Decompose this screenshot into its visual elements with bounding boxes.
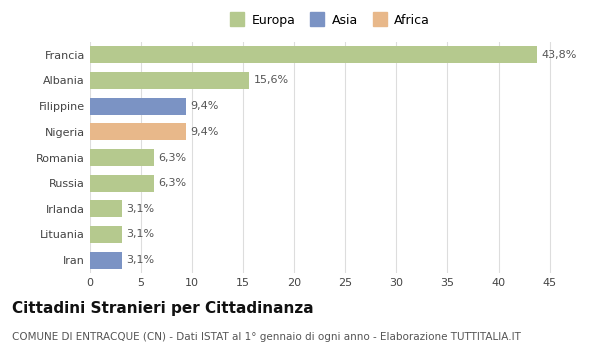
- Bar: [90, 149, 154, 166]
- Legend: Europa, Asia, Africa: Europa, Asia, Africa: [226, 10, 434, 31]
- Bar: [90, 124, 186, 140]
- Text: 43,8%: 43,8%: [541, 50, 577, 60]
- Bar: [90, 98, 186, 114]
- Text: 3,1%: 3,1%: [126, 255, 154, 265]
- Bar: [90, 72, 250, 89]
- Text: 6,3%: 6,3%: [158, 178, 187, 188]
- Bar: [90, 252, 122, 268]
- Text: 3,1%: 3,1%: [126, 204, 154, 214]
- Bar: [90, 201, 122, 217]
- Text: 9,4%: 9,4%: [190, 127, 218, 137]
- Text: 15,6%: 15,6%: [253, 76, 289, 85]
- Bar: [90, 175, 154, 191]
- Text: 6,3%: 6,3%: [158, 153, 187, 162]
- Text: 9,4%: 9,4%: [190, 101, 218, 111]
- Text: Cittadini Stranieri per Cittadinanza: Cittadini Stranieri per Cittadinanza: [12, 301, 314, 316]
- Bar: [90, 226, 122, 243]
- Bar: [90, 47, 538, 63]
- Text: 3,1%: 3,1%: [126, 230, 154, 239]
- Text: COMUNE DI ENTRACQUE (CN) - Dati ISTAT al 1° gennaio di ogni anno - Elaborazione : COMUNE DI ENTRACQUE (CN) - Dati ISTAT al…: [12, 332, 521, 343]
